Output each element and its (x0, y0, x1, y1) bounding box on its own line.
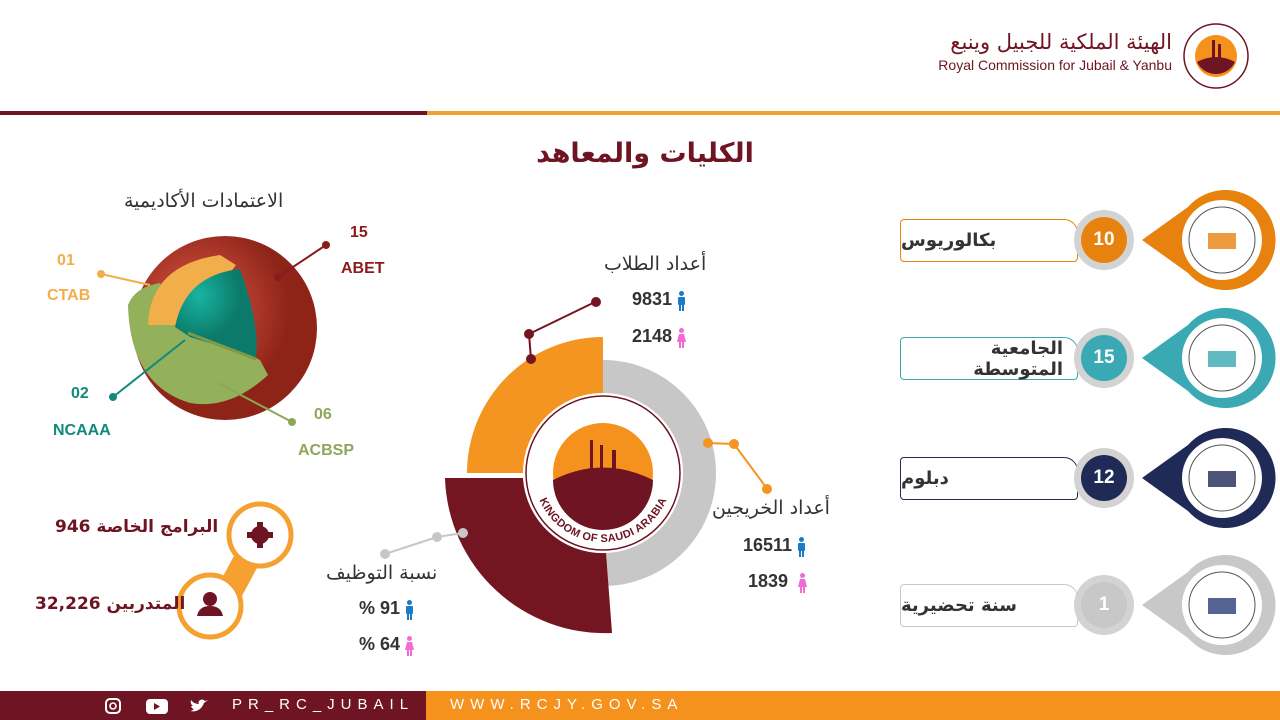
footer-social-bar (0, 691, 426, 720)
social-handle[interactable]: PR_RC_JUBAIL (232, 696, 415, 713)
female-icon (798, 572, 808, 593)
stats-donut: KINGDOM OF SAUDI ARABIA (380, 297, 772, 634)
org-name-english: Royal Commission for Jubail & Yanbu (938, 57, 1172, 73)
college-count-badge: 1 (1074, 575, 1134, 635)
college-label-box: سنة تحضيرية (900, 584, 1078, 627)
gear-icon (247, 522, 273, 548)
students-leader (524, 297, 601, 364)
ncaaa-label: NCAAA (53, 422, 111, 439)
students-label: أعداد الطلاب (604, 253, 707, 275)
employment-segment (445, 478, 612, 634)
college-label: سنة تحضيرية (901, 595, 1017, 616)
trainees: المتدربين 32,226 (35, 594, 186, 614)
page-title: الكليات والمعاهد (536, 138, 754, 169)
male-icon (798, 536, 806, 557)
abet-label: ABET (341, 260, 385, 277)
college-count-badge: 15 (1074, 328, 1134, 388)
user-icon (197, 592, 223, 616)
college-label-box: الجامعية المتوسطة (900, 337, 1078, 380)
center-logo: KINGDOM OF SAUDI ARABIA (525, 395, 681, 551)
graduates-label: أعداد الخريجين (712, 497, 830, 519)
accreditations-title: الاعتمادات الأكاديمية (124, 190, 284, 212)
header-divider-maroon (0, 111, 427, 115)
college-count: 1 (1081, 582, 1127, 628)
ncaaa-count: 02 (71, 385, 89, 402)
twitter-icon (190, 699, 208, 712)
college-label: دبلوم (901, 468, 949, 489)
college-label-box: دبلوم (900, 457, 1078, 500)
college-logo-pin (1142, 190, 1276, 290)
employment-leader (380, 528, 468, 559)
graduates-female: 1839 (748, 571, 789, 591)
youtube-icon (146, 699, 168, 714)
acbsp-label: ACBSP (298, 442, 355, 459)
college-count: 15 (1081, 335, 1127, 381)
graduates-segment (603, 360, 716, 586)
students-male: 9831 (632, 289, 673, 309)
employment-label: نسبة التوظيف (326, 562, 438, 584)
female-icon (405, 635, 415, 656)
male-icon (678, 290, 686, 311)
header-divider-orange (427, 111, 1280, 115)
college-count-badge: 10 (1074, 210, 1134, 270)
rcjy-logo (1183, 23, 1249, 89)
ctab-label: CTAB (47, 287, 91, 304)
college-logo-pin (1142, 555, 1276, 655)
acbsp-count: 06 (314, 406, 332, 423)
male-icon (406, 599, 414, 620)
female-icon (677, 327, 687, 348)
org-name-arabic: الهيئة الملكية للجبيل وينبع (950, 30, 1172, 54)
college-label-box: بكالوريوس (900, 219, 1078, 262)
college-label: الجامعية المتوسطة (973, 337, 1063, 380)
social-icons (105, 698, 208, 714)
college-count-badge: 12 (1074, 448, 1134, 508)
graduates-leader (703, 438, 772, 494)
ctab-count: 01 (57, 252, 75, 269)
college-count: 12 (1081, 455, 1127, 501)
graduates-male: 16511 (743, 535, 793, 555)
college-count: 10 (1081, 217, 1127, 263)
footer-website-bar (426, 691, 1280, 720)
college-logo-pin (1142, 308, 1276, 408)
instagram-icon (105, 698, 121, 714)
abet-count: 15 (350, 224, 368, 241)
ctab-layer (148, 255, 236, 325)
college-logo-pin (1142, 428, 1276, 528)
programs-connector (176, 501, 294, 640)
employment-female: % 64 (359, 634, 401, 654)
website-link[interactable]: WWW.RCJY.GOV.SA (450, 696, 684, 713)
employment-male: % 91 (359, 598, 401, 618)
students-segment (467, 337, 603, 473)
students-female: 2148 (632, 326, 673, 346)
college-label: بكالوريوس (901, 230, 997, 251)
special-programs: البرامج الخاصة 946 (55, 517, 219, 537)
